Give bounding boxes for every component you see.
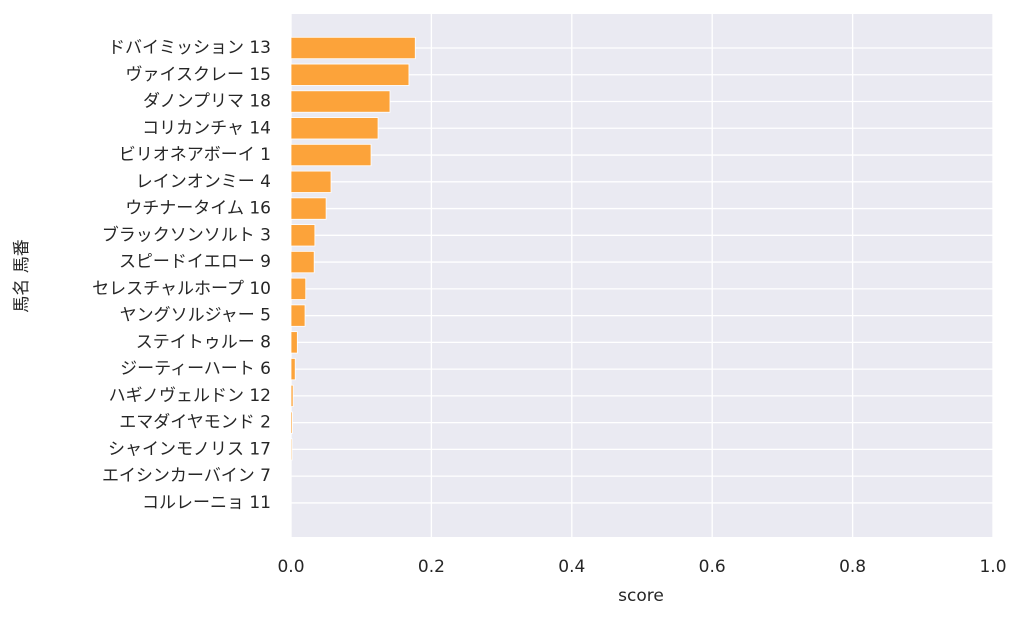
x-axis-label: score xyxy=(618,586,664,606)
y-tick-label: ヤングソルジャー 5 xyxy=(120,306,271,326)
bar xyxy=(290,250,315,274)
bar xyxy=(290,358,296,381)
bar xyxy=(290,170,332,193)
x-tick-label: 0.4 xyxy=(558,557,585,577)
y-tick-label: ジーティーハート 6 xyxy=(120,359,271,379)
y-tick-label: コリカンチャ 14 xyxy=(142,118,271,138)
y-tick-label: エマダイヤモンド 2 xyxy=(119,413,271,433)
y-tick-label: エイシンカーバイン 7 xyxy=(102,466,271,486)
y-tick-label: ドバイミッション 13 xyxy=(108,38,271,58)
y-axis-label: 馬名 馬番 xyxy=(12,239,32,312)
y-tick-label: ヴァイスクレー 15 xyxy=(125,65,271,85)
y-tick-label: ブラックソンソルト 3 xyxy=(102,224,271,245)
bar xyxy=(290,117,379,140)
y-tick-label: ダノンプリマ 18 xyxy=(143,92,271,112)
bar xyxy=(290,438,293,461)
y-tick-label: シャインモノリス 17 xyxy=(108,439,271,459)
y-tick-label: ステイトゥルー 8 xyxy=(136,332,271,352)
bar xyxy=(290,143,372,167)
y-tick-label: セレスチャルホープ 10 xyxy=(92,279,271,299)
x-tick-label: 1.0 xyxy=(979,557,1006,577)
bar xyxy=(290,411,293,434)
bar xyxy=(290,197,327,220)
bar xyxy=(290,384,294,407)
y-tick-label: ビリオネアボーイ 1 xyxy=(119,145,271,165)
x-tick-label: 0.6 xyxy=(699,557,726,577)
bar xyxy=(290,36,416,60)
bar xyxy=(290,90,391,113)
y-tick-label: レインオンミー 4 xyxy=(136,172,271,192)
y-tick-label: ハギノヴェルドン 12 xyxy=(109,386,271,406)
bar xyxy=(290,277,307,300)
bar xyxy=(290,304,306,327)
bar xyxy=(290,331,298,354)
y-tick-label: コルレーニョ 11 xyxy=(142,493,271,513)
y-tick-label: ウチナータイム 16 xyxy=(125,199,271,219)
bar xyxy=(290,63,410,86)
x-tick-label: 0.2 xyxy=(418,557,445,577)
x-tick-label: 0.0 xyxy=(277,557,304,577)
y-tick-label: スピードイエロー 9 xyxy=(119,252,271,272)
bar xyxy=(290,224,316,247)
plot-area xyxy=(291,14,993,537)
x-tick-label: 0.8 xyxy=(839,557,866,577)
